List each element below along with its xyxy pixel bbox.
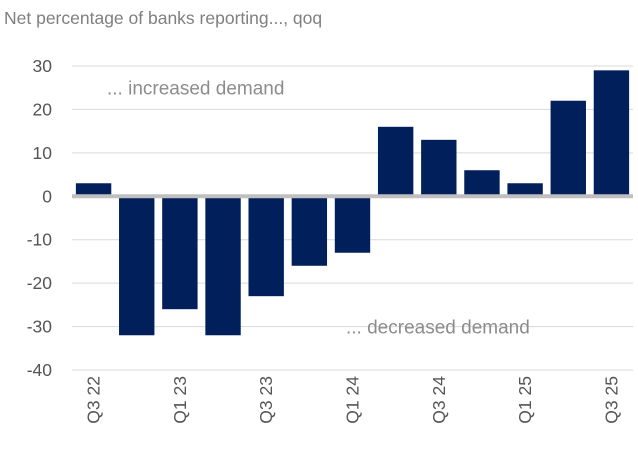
y-tick-label: -10	[27, 230, 53, 250]
x-tick-label: Q3 23	[256, 376, 276, 424]
bar	[162, 196, 198, 310]
bar	[334, 196, 371, 253]
bar	[593, 70, 630, 197]
bar	[205, 196, 241, 336]
x-tick-label: Q3 25	[601, 376, 621, 424]
x-axis-ticks: Q3 22 Q1 23 Q3 23 Q1 24 Q3 24 Q1 25 Q3 25	[84, 376, 622, 424]
y-tick-label: 30	[33, 56, 53, 76]
bar	[464, 170, 500, 197]
bar	[377, 126, 414, 197]
bars	[75, 70, 630, 336]
chart-title: Net percentage of banks reporting..., qo…	[4, 8, 323, 28]
bar	[119, 196, 155, 336]
y-tick-label: -30	[27, 317, 53, 337]
x-tick-label: Q3 24	[429, 376, 449, 424]
y-tick-label: -20	[27, 273, 53, 293]
y-axis-ticks: 30 20 10 0 -10 -20 -30 -40	[27, 56, 53, 380]
x-tick-label: Q1 24	[343, 376, 363, 424]
x-tick-label: Q1 23	[170, 376, 190, 424]
bar	[421, 139, 457, 197]
bar	[507, 183, 543, 197]
bar	[550, 100, 586, 197]
x-tick-label: Q3 22	[84, 376, 104, 424]
annotation-decreased-demand: ... decreased demand	[346, 318, 530, 339]
y-tick-label: 10	[33, 143, 53, 163]
bar	[75, 183, 112, 197]
y-tick-label: -40	[27, 360, 53, 380]
y-tick-label: 20	[33, 99, 53, 119]
y-tick-label: 0	[42, 186, 52, 206]
bar	[248, 196, 284, 297]
x-tick-label: Q1 25	[515, 376, 535, 424]
bar	[291, 196, 328, 266]
annotation-increased-demand: ... increased demand	[107, 79, 284, 100]
